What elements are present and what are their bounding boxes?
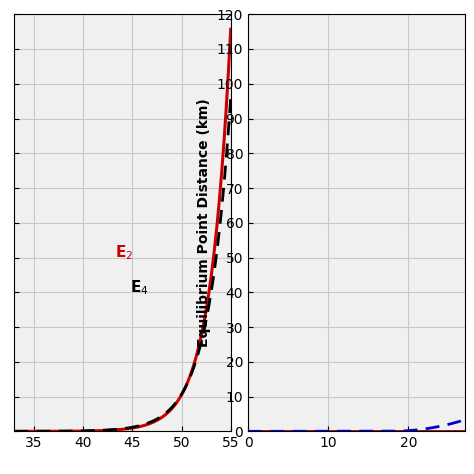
Y-axis label: Equilibrium Point Distance (km): Equilibrium Point Distance (km) <box>197 99 211 347</box>
Text: E$_4$: E$_4$ <box>130 278 149 297</box>
Text: E$_2$: E$_2$ <box>115 244 133 262</box>
